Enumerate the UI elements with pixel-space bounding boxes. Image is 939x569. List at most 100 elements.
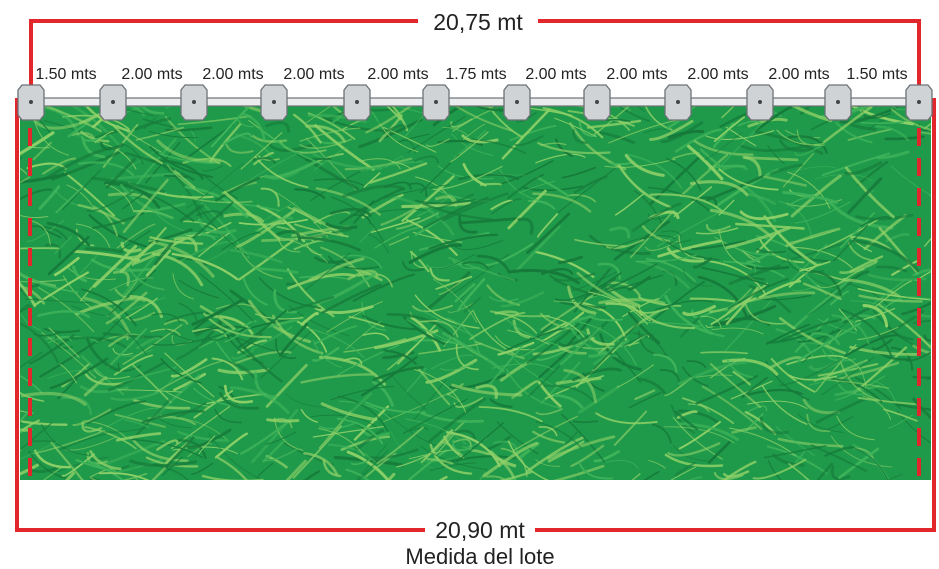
grass-blade	[224, 326, 251, 343]
grass-blade	[616, 364, 654, 388]
grass-blade	[924, 237, 931, 247]
grass-blade	[267, 171, 299, 181]
grass-blade	[29, 220, 51, 246]
grass-blade	[841, 308, 893, 357]
grass-blade	[833, 224, 869, 262]
grass-blade	[414, 198, 477, 205]
grass-blade	[598, 298, 666, 305]
grass-blade	[650, 280, 706, 323]
grass-blade	[86, 460, 125, 480]
grass-blade	[810, 269, 842, 297]
grass-blade	[536, 339, 585, 361]
grass-blade	[766, 323, 811, 345]
grass-blade	[634, 389, 656, 400]
grass-blade	[628, 311, 661, 344]
grass-blade	[259, 128, 324, 165]
grass-blade	[831, 314, 870, 345]
fence-post	[99, 84, 127, 121]
grass-blade	[558, 255, 584, 265]
grass-blade	[43, 466, 63, 480]
grass-blade	[125, 297, 158, 319]
grass-blade	[549, 272, 596, 282]
segment-label: 2.00 mts	[283, 66, 344, 83]
fence-rail	[366, 97, 427, 107]
grass-blade	[705, 224, 731, 233]
grass-blade	[636, 377, 666, 395]
grass-blade	[541, 384, 596, 404]
grass-blade	[149, 145, 214, 178]
grass-blade	[560, 301, 607, 309]
grass-blade	[643, 470, 660, 480]
grass-blade	[712, 304, 777, 327]
grass-blade	[746, 405, 768, 414]
grass-blade	[451, 253, 510, 295]
grass-blade	[782, 190, 838, 204]
grass-blade	[149, 236, 204, 245]
grass-blade	[414, 369, 467, 413]
grass-blade	[761, 385, 808, 425]
grass-blade	[710, 363, 762, 408]
grass-blade	[578, 121, 597, 138]
grass-blade	[28, 450, 69, 480]
grass-blade	[482, 98, 523, 139]
grass-blade	[802, 330, 834, 364]
grass-blade	[822, 319, 852, 341]
grass-blade	[439, 363, 474, 371]
grass-blade	[258, 220, 284, 231]
grass-blade	[727, 288, 752, 314]
grass-blade	[304, 157, 332, 162]
grass-blade	[300, 311, 319, 326]
grass-blade	[816, 462, 834, 480]
grass-blade	[512, 415, 578, 452]
fence-rail	[203, 97, 265, 107]
grass-blade	[441, 192, 509, 222]
grass-blade	[435, 275, 473, 290]
grass-blade	[478, 406, 543, 423]
grass-blade	[164, 328, 194, 342]
grass-blade	[207, 328, 244, 341]
fence-post	[180, 84, 208, 121]
grass-blade	[416, 453, 464, 463]
grass-blade	[59, 433, 107, 451]
grass-blade	[441, 331, 505, 373]
grass-blade	[593, 274, 663, 297]
grass-blade	[553, 464, 605, 480]
grass-blade	[595, 412, 658, 425]
grass-blade	[198, 232, 230, 258]
grass-blade	[796, 129, 825, 146]
grass-blade	[25, 298, 93, 304]
fence-post	[260, 84, 288, 121]
grass-blade	[752, 458, 807, 480]
grass-blade	[357, 450, 389, 480]
grass-blade	[547, 435, 616, 460]
grass-blade	[314, 305, 374, 315]
grass-blade	[222, 132, 253, 146]
grass-blade	[176, 439, 207, 460]
grass-blade	[661, 238, 692, 244]
grass-blade	[191, 299, 243, 326]
grass-blade	[561, 413, 606, 463]
grass-blade	[746, 250, 773, 264]
grass-blade	[20, 351, 43, 368]
grass-blade	[122, 324, 183, 365]
grass-blade	[221, 232, 261, 251]
grass-blade	[322, 459, 342, 478]
grass-blade	[193, 325, 249, 335]
grass-blade	[170, 358, 208, 378]
grass-blade	[429, 462, 476, 472]
grass-blade	[678, 361, 748, 386]
grass-blade	[727, 278, 789, 310]
grass-blade	[595, 277, 616, 294]
grass-blade	[666, 241, 720, 261]
grass-blade	[361, 301, 387, 331]
grass-blade	[354, 429, 385, 452]
grass-blade	[572, 420, 599, 424]
grass-blade	[173, 372, 207, 392]
grass-blade	[65, 471, 75, 480]
grass-blade	[20, 391, 87, 406]
grass-blade	[542, 107, 604, 139]
grass-blade	[63, 171, 116, 217]
grass-blade	[450, 131, 489, 163]
grass-blade	[210, 105, 250, 148]
grass-blade	[692, 257, 713, 269]
